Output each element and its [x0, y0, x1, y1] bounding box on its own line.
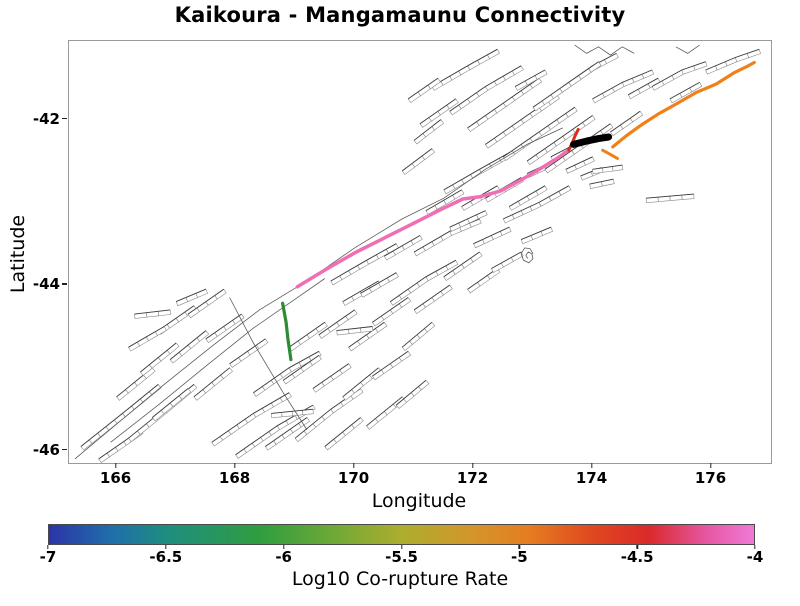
x-tick-label: 174: [575, 469, 608, 487]
colorbar-tick-mark: [754, 545, 756, 549]
colorbar-tick-label: -5: [510, 548, 528, 566]
y-tick-mark: [62, 283, 67, 285]
x-tick-mark: [709, 463, 712, 468]
x-tick-mark: [352, 463, 355, 468]
x-tick-label: 170: [337, 469, 370, 487]
colorbar-tick-mark: [636, 545, 638, 549]
colorbar-tick-label: -6: [275, 548, 292, 566]
y-tick-mark: [62, 448, 67, 451]
colorbar-tick-label: -7: [39, 548, 57, 566]
colorbar-label: Log10 Co-rupture Rate: [291, 568, 509, 590]
colorbar-tick-mark: [518, 545, 521, 549]
y-tick-label: -46: [32, 440, 60, 459]
x-tick-label: 176: [694, 469, 727, 487]
y-tick-label: -44: [32, 275, 60, 294]
colorbar-tick-mark: [400, 545, 403, 549]
colorbar-gradient: [48, 524, 755, 545]
x-tick-mark: [471, 463, 474, 468]
plot-area: [68, 40, 772, 464]
colorbar-tick-label: -4: [746, 548, 764, 566]
chart-title: Kaikoura - Mangamaunu Connectivity: [174, 3, 626, 27]
colorbar-tick-label: -5.5: [385, 548, 418, 566]
x-tick-mark: [114, 463, 117, 468]
x-tick-label: 166: [99, 469, 132, 487]
y-tick-mark: [62, 117, 67, 120]
fault-map-canvas: [74, 44, 761, 463]
x-axis-label: Longitude: [371, 490, 467, 512]
colorbar-tick-mark: [282, 545, 285, 549]
colorbar-tick-label: -6.5: [149, 548, 183, 566]
x-tick-mark: [233, 463, 236, 468]
colorbar-tick-mark: [47, 545, 49, 549]
x-tick-label: 172: [456, 469, 489, 487]
x-tick-label: 168: [218, 469, 251, 487]
colorbar-tick-mark: [165, 545, 167, 549]
y-tick-label: -42: [32, 109, 60, 128]
y-axis-label: Latitude: [7, 214, 29, 294]
x-tick-mark: [590, 463, 593, 468]
colorbar-tick-label: -4.5: [620, 548, 654, 566]
